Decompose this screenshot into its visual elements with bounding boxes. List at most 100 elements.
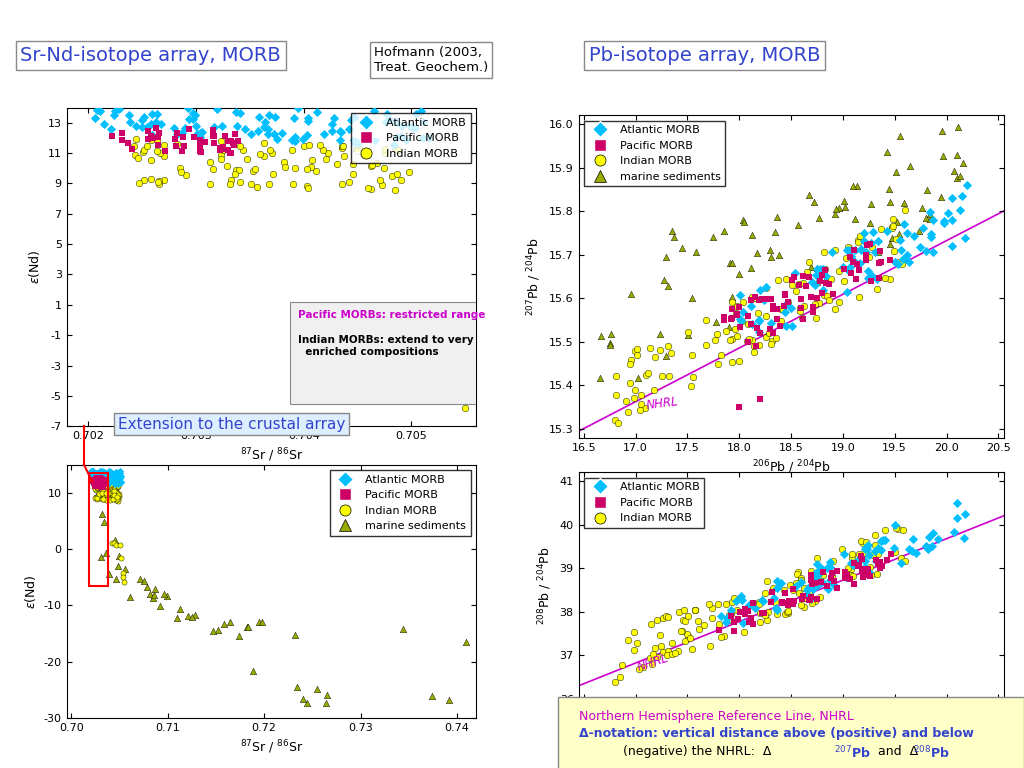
Point	[885, 220, 901, 232]
Point	[882, 197, 898, 209]
Point	[859, 569, 876, 581]
Point	[677, 635, 693, 647]
Point	[763, 251, 779, 263]
Point	[794, 312, 810, 324]
Point	[130, 177, 146, 189]
Point	[924, 540, 940, 552]
Point	[250, 125, 266, 137]
Point	[843, 562, 859, 574]
Point	[98, 467, 115, 479]
Point	[721, 609, 737, 621]
Point	[87, 476, 103, 488]
Point	[377, 143, 393, 155]
Point	[260, 122, 276, 134]
Point	[623, 354, 639, 366]
Point	[716, 314, 732, 326]
Point	[95, 474, 112, 486]
Point	[806, 279, 822, 291]
Point	[687, 604, 703, 617]
Point	[87, 492, 103, 505]
Point	[846, 578, 862, 590]
Text: Hofmann (2003,
Treat. Geochem.): Hofmann (2003, Treat. Geochem.)	[374, 46, 488, 74]
Point	[887, 546, 903, 558]
Point	[92, 468, 109, 481]
Point	[193, 127, 209, 139]
Point	[169, 127, 185, 140]
Point	[674, 625, 690, 637]
Point	[249, 180, 265, 193]
Point	[221, 147, 238, 159]
Point	[446, 378, 463, 390]
Point	[713, 349, 729, 361]
Point	[836, 548, 852, 561]
Point	[169, 612, 185, 624]
Point	[96, 516, 113, 528]
Point	[861, 566, 878, 578]
Point	[808, 269, 824, 281]
Point	[358, 129, 375, 141]
Point	[95, 481, 112, 493]
Point	[658, 649, 675, 661]
Point	[791, 277, 807, 290]
Point	[202, 156, 218, 168]
Text: NHRL: NHRL	[646, 396, 680, 412]
Point	[838, 571, 854, 584]
Point	[763, 293, 779, 306]
Point	[685, 371, 701, 383]
Point	[103, 478, 120, 490]
Point	[83, 468, 99, 481]
Text: Extension to the crustal array: Extension to the crustal array	[118, 416, 345, 432]
Point	[358, 121, 375, 133]
Point	[212, 142, 228, 154]
Point	[814, 569, 830, 581]
Point	[647, 350, 664, 362]
Point	[854, 553, 870, 565]
Point	[707, 334, 723, 346]
Point	[754, 594, 770, 606]
Point	[309, 683, 326, 695]
Point	[853, 550, 869, 562]
Point	[713, 631, 729, 643]
Point	[95, 488, 112, 500]
Point	[339, 299, 355, 311]
Point	[767, 226, 783, 238]
Point	[457, 402, 473, 414]
Point	[85, 476, 101, 488]
Point	[748, 340, 764, 353]
Point	[803, 261, 819, 273]
Point	[802, 594, 818, 607]
Point	[127, 149, 143, 161]
Point	[261, 178, 278, 190]
Point	[719, 612, 735, 624]
Point	[157, 144, 173, 157]
Point	[287, 629, 303, 641]
Point	[92, 466, 109, 478]
Point	[787, 581, 804, 593]
Point	[912, 241, 929, 253]
Point	[106, 479, 123, 492]
Point	[629, 343, 645, 355]
Point	[667, 647, 683, 659]
Point	[753, 607, 769, 619]
Point	[723, 604, 739, 617]
Point	[758, 310, 774, 322]
Point	[884, 221, 900, 233]
Point	[214, 120, 230, 132]
Point	[113, 475, 129, 488]
Point	[862, 238, 879, 250]
Point	[205, 124, 221, 136]
Point	[897, 204, 913, 217]
Point	[191, 134, 208, 146]
Point	[393, 130, 410, 142]
Point	[92, 478, 109, 491]
Point	[786, 266, 803, 279]
Point	[782, 303, 799, 315]
Point	[109, 479, 125, 492]
Point	[222, 134, 239, 147]
Point	[97, 487, 114, 499]
Point	[811, 564, 827, 576]
Point	[944, 214, 961, 226]
Point	[89, 104, 105, 116]
Point	[374, 179, 390, 191]
Point	[792, 587, 808, 599]
